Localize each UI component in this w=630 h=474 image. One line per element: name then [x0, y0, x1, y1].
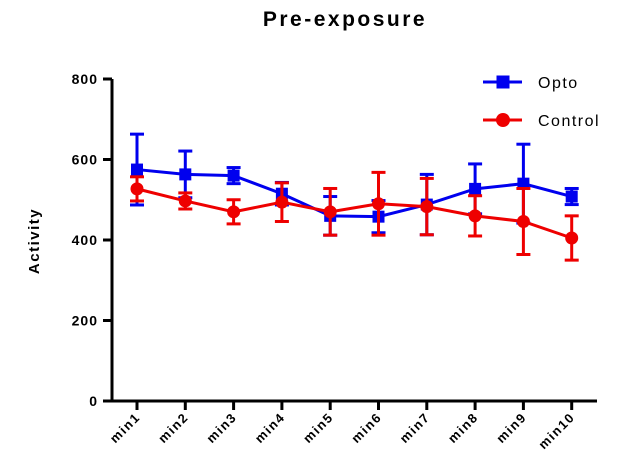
data-point	[565, 231, 579, 245]
chart-title: Pre-exposure	[263, 8, 427, 31]
data-point	[130, 182, 144, 196]
data-point	[227, 205, 241, 219]
y-axis-label: Activity	[26, 208, 43, 274]
x-tick-label: min8	[445, 410, 481, 446]
y-tick-label: 400	[72, 232, 98, 248]
x-tick-label: min3	[203, 410, 239, 446]
y-tick-label: 200	[72, 313, 98, 329]
data-point	[565, 190, 578, 203]
legend-label: Control	[538, 113, 600, 130]
series-control	[130, 170, 579, 262]
data-point	[275, 195, 289, 209]
x-tick-label: min9	[493, 410, 529, 446]
data-point	[516, 214, 530, 228]
y-tick-label: 0	[89, 393, 98, 409]
data-point	[468, 209, 482, 223]
series-line	[136, 168, 573, 219]
plot-area	[130, 132, 579, 262]
data-point	[420, 200, 434, 214]
data-point	[372, 197, 385, 211]
data-point	[179, 168, 192, 181]
y-tick-label: 800	[72, 71, 98, 87]
x-tick-label: min1	[107, 410, 143, 446]
data-point	[131, 163, 143, 176]
legend-item-opto: Opto	[483, 75, 579, 92]
legend: Opto Control	[483, 75, 600, 130]
data-point	[323, 205, 337, 219]
y-tick-label: 600	[72, 152, 98, 168]
x-axis: min1 min2 min3 min4 min5 min6 min7 min8 min9 min1…	[107, 399, 597, 452]
x-tick-label: min7	[397, 410, 433, 446]
x-tick-label: min5	[300, 410, 336, 446]
legend-item-control: Control	[483, 113, 600, 130]
x-tick-label: min6	[348, 410, 384, 446]
series-line	[136, 187, 573, 240]
legend-marker	[496, 113, 510, 127]
x-tick-label: min10	[535, 410, 577, 452]
data-point	[227, 169, 240, 182]
x-tick-label: min4	[252, 410, 288, 446]
legend-label: Opto	[538, 75, 579, 92]
data-point	[178, 194, 192, 208]
y-axis: 0 200 400 600 800	[72, 71, 114, 409]
data-point	[469, 182, 482, 195]
data-point	[517, 177, 530, 190]
x-tick-label: min2	[155, 410, 191, 446]
legend-marker	[496, 75, 510, 89]
